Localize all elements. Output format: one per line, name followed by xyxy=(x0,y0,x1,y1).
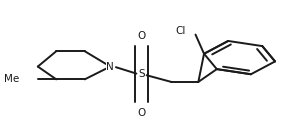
Text: N: N xyxy=(106,62,114,72)
Text: S: S xyxy=(138,69,145,79)
Text: O: O xyxy=(137,108,146,118)
Text: Cl: Cl xyxy=(175,26,186,36)
Text: O: O xyxy=(137,31,146,41)
Text: Me: Me xyxy=(4,74,19,84)
